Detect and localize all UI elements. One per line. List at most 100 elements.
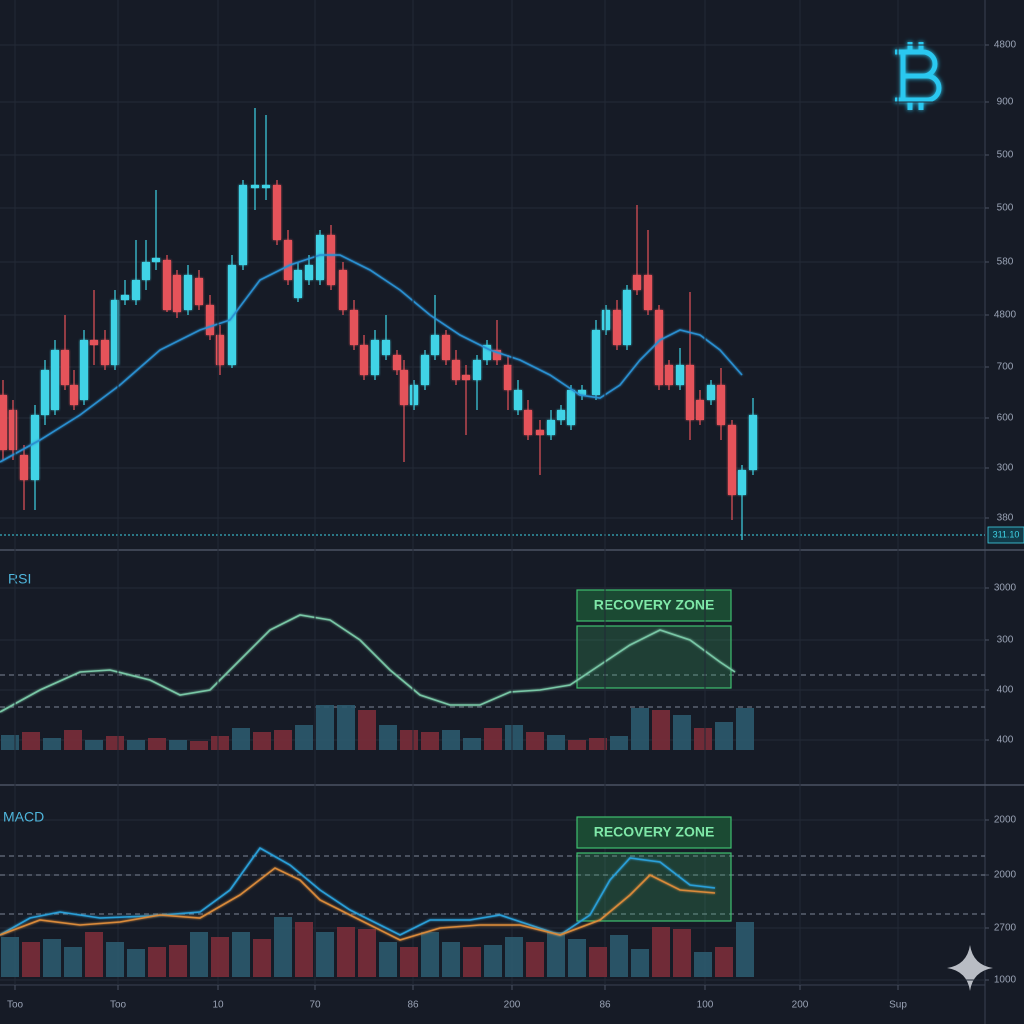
candle-body [504, 365, 512, 390]
volume-bar [484, 945, 502, 977]
candle-body [567, 390, 575, 425]
volume-bar [211, 736, 229, 750]
y-tick-label: 2000 [994, 870, 1017, 881]
volume-bar [610, 935, 628, 977]
volume-bar [484, 728, 502, 750]
volume-bar [22, 732, 40, 750]
volume-bar [631, 949, 649, 977]
y-tick-label: 1000 [994, 975, 1017, 986]
candle-body [665, 365, 673, 385]
candle-body [61, 350, 69, 385]
volume-bar [64, 947, 82, 977]
candle-body [514, 390, 522, 410]
candle-body [536, 430, 544, 435]
candle-body [633, 275, 641, 290]
volume-bar [442, 942, 460, 977]
recovery-zone [576, 625, 732, 689]
candle-body [578, 390, 586, 395]
volume-bar [547, 932, 565, 977]
volume-bar [631, 708, 649, 750]
volume-bar [22, 942, 40, 977]
volume-bar [421, 732, 439, 750]
candle-body [273, 185, 281, 240]
volume-bar [568, 740, 586, 750]
candle-body [9, 410, 17, 450]
candle-body [613, 310, 621, 345]
x-tick-label: 86 [599, 1000, 611, 1011]
y-tick-label: 300 [997, 635, 1014, 646]
candle-body [20, 455, 28, 480]
candle-body [623, 290, 631, 345]
candle-body [738, 470, 746, 495]
volume-bar [694, 952, 712, 977]
candle-body [262, 185, 270, 188]
volume-bar [673, 929, 691, 977]
indicator-line [0, 254, 743, 463]
candle-body [101, 340, 109, 365]
volume-bar [211, 937, 229, 977]
sparkle-icon [947, 945, 993, 991]
volume-bar [106, 942, 124, 977]
y-tick-label: 4800 [994, 310, 1017, 321]
candle-body [707, 385, 715, 400]
candle-body [173, 275, 181, 312]
panel-title: RSI [8, 571, 31, 587]
candle-body [410, 385, 418, 405]
volume-bar [190, 741, 208, 750]
candle-body [284, 240, 292, 280]
y-tick-label: 700 [997, 362, 1014, 373]
volume-bar [610, 736, 628, 750]
candle-body [228, 265, 236, 365]
volume-bar [547, 735, 565, 750]
candle-body [644, 275, 652, 310]
candle-body [717, 385, 725, 425]
volume-bar [400, 947, 418, 977]
candle-body [655, 310, 663, 385]
y-tick-label: 500 [997, 150, 1014, 161]
volume-bar [232, 728, 250, 750]
volume-bar [421, 932, 439, 977]
candle-body [206, 305, 214, 335]
candle-body [592, 330, 600, 395]
y-tick-label: 900 [997, 97, 1014, 108]
candle-body [350, 310, 358, 345]
indicator-line [0, 867, 716, 941]
volume-bar [505, 937, 523, 977]
y-tick-label: 4800 [994, 40, 1017, 51]
candle-body [547, 420, 555, 435]
candle-body [602, 310, 610, 330]
candle-body [493, 350, 501, 360]
candle-body [524, 410, 532, 435]
volume-bar [43, 939, 61, 977]
candle-body [294, 270, 302, 298]
candle-body [142, 262, 150, 280]
candle-body [452, 360, 460, 380]
volume-bar [274, 917, 292, 977]
x-tick-label: 86 [407, 1000, 419, 1011]
y-tick-label: 300 [997, 463, 1014, 474]
volume-bar [652, 710, 670, 750]
x-tick-label: 200 [504, 1000, 521, 1011]
y-tick-label: 400 [997, 685, 1014, 696]
candle-body [31, 415, 39, 480]
y-tick-label: 500 [997, 203, 1014, 214]
candle-body [216, 335, 224, 365]
volume-bar [127, 949, 145, 977]
volume-bar [694, 728, 712, 750]
candle-body [676, 365, 684, 385]
candle-body [132, 280, 140, 300]
volume-bar [295, 922, 313, 977]
candle-body [121, 295, 129, 300]
zone-label: RECOVERY ZONE [594, 597, 715, 613]
y-tick-label: 580 [997, 257, 1014, 268]
volume-bar [715, 947, 733, 977]
y-tick-label: 400 [997, 735, 1014, 746]
candle-body [41, 370, 49, 415]
candle-body [728, 425, 736, 495]
volume-bar [589, 738, 607, 750]
x-tick-label: Too [110, 1000, 127, 1011]
y-tick-label: 380 [997, 513, 1014, 524]
candle-body [163, 260, 171, 310]
